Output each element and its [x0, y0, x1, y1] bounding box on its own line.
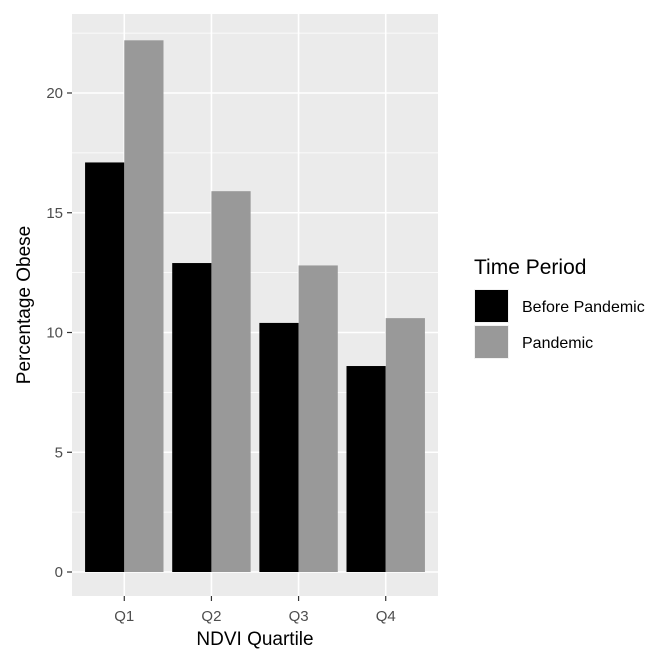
bar-q3-pandemic [298, 265, 338, 572]
bar-q4-pandemic [385, 318, 425, 572]
y-tick-label: 5 [55, 444, 63, 461]
y-tick-label: 15 [46, 205, 63, 222]
bar-q4-before-pandemic [346, 366, 386, 572]
x-tick-label: Q1 [114, 608, 134, 625]
x-tick-label: Q2 [201, 608, 221, 625]
legend-key [475, 290, 508, 322]
legend-key [475, 326, 508, 358]
x-tick-label: Q3 [289, 608, 309, 625]
bar-q3-before-pandemic [259, 322, 299, 572]
x-axis-title: NDVI Quartile [196, 629, 313, 650]
legend-label: Pandemic [522, 335, 593, 352]
y-axis-title: Percentage Obese [14, 226, 35, 384]
legend-label: Before Pandemic [522, 299, 645, 316]
bar-q1-pandemic [124, 40, 164, 573]
bar-q2-pandemic [211, 191, 251, 572]
y-axis: 0 5 10 15 20 [46, 85, 72, 581]
y-tick-label: 10 [46, 325, 63, 342]
y-tick-label: 0 [55, 564, 63, 581]
legend-title: Time Period [474, 256, 586, 279]
bars [85, 40, 425, 573]
x-tick-label: Q4 [376, 608, 396, 625]
bar-q2-before-pandemic [172, 263, 212, 572]
legend: Time Period Before Pandemic Pandemic [474, 256, 645, 359]
x-axis: Q1 Q2 Q3 Q4 [114, 596, 396, 625]
bar-q1-before-pandemic [85, 162, 125, 572]
y-tick-label: 20 [46, 85, 63, 102]
